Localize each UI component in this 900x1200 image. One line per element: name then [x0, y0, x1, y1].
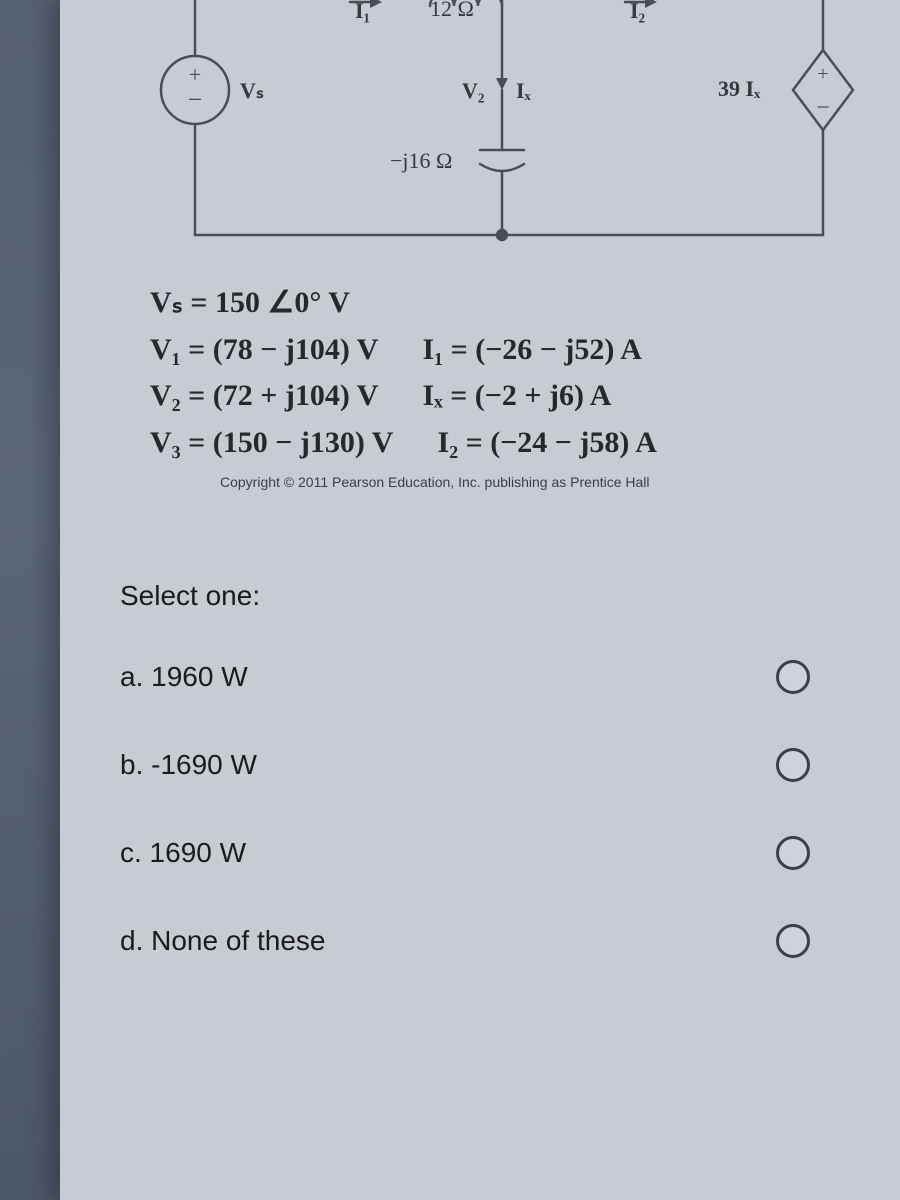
label-R-top: 12 Ω — [430, 0, 474, 22]
eq-left-2: V₂ = (72 + j104) V — [150, 373, 378, 420]
radio-d[interactable] — [776, 924, 810, 958]
page: + − — [60, 0, 900, 1200]
equations-block: Vₛ = 150 ∠0° V V₁ = (78 − j104) V I₁ = (… — [150, 280, 870, 466]
label-C-mid: −j16 Ω — [390, 148, 452, 174]
copyright-text: Copyright © 2011 Pearson Education, Inc.… — [220, 474, 870, 490]
option-b-label: b. -1690 W — [120, 749, 257, 781]
svg-text:−: − — [816, 95, 830, 121]
label-V2: V₂ — [462, 78, 484, 104]
option-a[interactable]: a. 1960 W — [120, 660, 870, 694]
select-one-prompt: Select one: — [120, 580, 870, 612]
eq-row-0: Vₛ = 150 ∠0° V — [150, 280, 870, 327]
radio-a[interactable] — [776, 660, 810, 694]
label-src-right: 39 Iₓ — [718, 76, 760, 102]
option-a-label: a. 1960 W — [120, 661, 248, 693]
eq-right-3: I₂ = (−24 − j58) A — [437, 420, 656, 467]
option-c-label: c. 1690 W — [120, 837, 246, 869]
eq-row-2: V₂ = (72 + j104) V Iₓ = (−2 + j6) A — [150, 373, 870, 420]
radio-c[interactable] — [776, 836, 810, 870]
svg-text:−: − — [188, 85, 203, 114]
eq-left-1: V₁ = (78 − j104) V — [150, 327, 378, 374]
eq-right-2: Iₓ = (−2 + j6) A — [422, 373, 611, 420]
svg-text:+: + — [189, 62, 201, 87]
label-Vs: Vₛ — [240, 78, 264, 104]
eq-left-0: Vₛ = 150 ∠0° V — [150, 280, 350, 327]
option-c[interactable]: c. 1690 W — [120, 836, 870, 870]
eq-left-3: V₃ = (150 − j130) V — [150, 420, 393, 467]
circuit-svg: + − — [100, 0, 860, 245]
options-group: a. 1960 W b. -1690 W c. 1690 W d. None o… — [120, 660, 870, 958]
option-d[interactable]: d. None of these — [120, 924, 870, 958]
svg-text:+: + — [817, 63, 828, 85]
eq-row-3: V₃ = (150 − j130) V I₂ = (−24 − j58) A — [150, 420, 870, 467]
eq-row-1: V₁ = (78 − j104) V I₁ = (−26 − j52) A — [150, 327, 870, 374]
label-Ix: Iₓ — [516, 78, 531, 104]
label-I1: I₁ — [355, 0, 370, 24]
option-d-label: d. None of these — [120, 925, 325, 957]
label-I2: I₂ — [630, 0, 645, 24]
eq-right-1: I₁ = (−26 − j52) A — [422, 327, 641, 374]
radio-b[interactable] — [776, 748, 810, 782]
circuit-diagram: + − — [100, 0, 860, 245]
option-b[interactable]: b. -1690 W — [120, 748, 870, 782]
